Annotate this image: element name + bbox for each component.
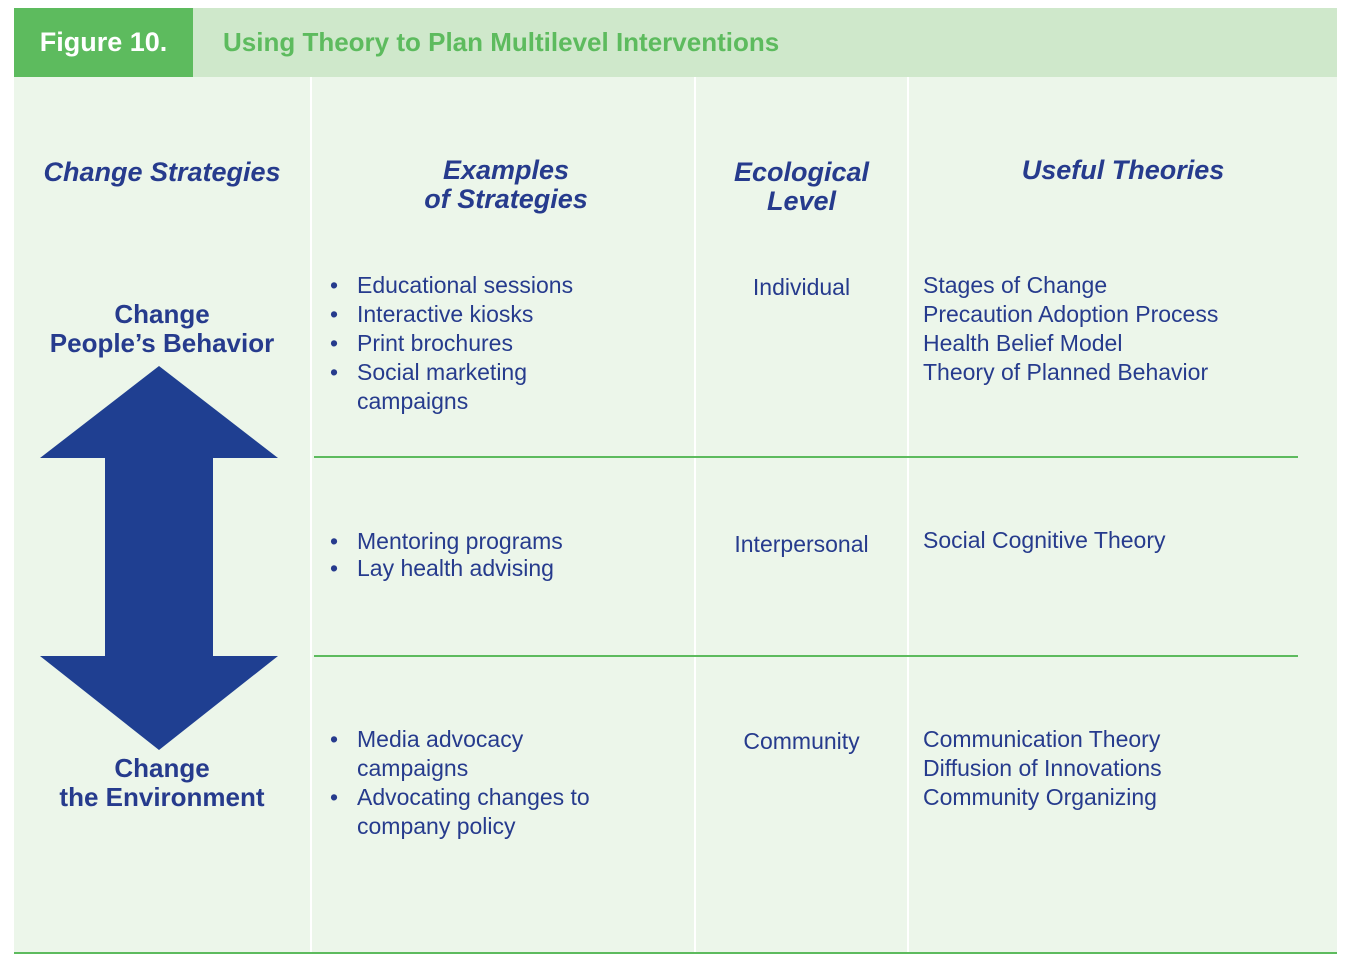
row-divider [314,456,1298,458]
list-item: Social marketing campaigns [330,358,610,416]
header-examples: Examples of Strategies [314,156,698,214]
column-divider [310,77,312,954]
bottom-rule [14,952,1337,954]
row-divider [314,655,1298,657]
title-bar: Figure 10. Using Theory to Plan Multilev… [14,8,1337,77]
header-useful-theories: Useful Theories [1021,155,1225,185]
list-item: Diffusion of Innovations [923,755,1162,781]
figure-title: Using Theory to Plan Multilevel Interven… [223,27,780,57]
list-item: Social Cognitive Theory [923,527,1166,553]
theories-list-community: Communication Theory Diffusion of Innova… [923,725,1162,812]
label-change-behavior-line2: People’s Behavior [49,328,275,358]
list-item: Advocating changes to company policy [330,783,660,841]
theories-list-interpersonal: Social Cognitive Theory [923,526,1165,555]
figure-number: Figure 10. [14,8,193,77]
list-item: Communication Theory [923,726,1161,752]
header-examples-line2: of Strategies [424,184,588,214]
list-item: Print brochures [330,329,610,358]
header-ecological-line2: Level [766,186,837,216]
header-ecological-line1: Ecological [733,157,870,187]
list-item: Community Organizing [923,784,1157,810]
strategies-list-individual: Educational sessions Interactive kiosks … [330,271,610,416]
strategies-list-community: Media advocacy campaigns Advocating chan… [330,725,660,841]
list-item: Stages of Change [923,272,1108,298]
list-item: Lay health advising [330,555,563,582]
level-interpersonal: Interpersonal [734,531,869,557]
list-item: Educational sessions [330,271,610,300]
list-item: Theory of Planned Behavior [923,359,1209,385]
level-individual: Individual [752,274,851,300]
list-item: Mentoring programs [330,528,563,555]
header-ecological-level: Ecological Level [696,158,907,216]
list-item: Health Belief Model [923,330,1123,356]
header-examples-line1: Examples [442,155,570,185]
column-divider [694,77,696,954]
strategies-list-interpersonal: Mentoring programs Lay health advising [330,528,563,582]
column-divider [907,77,909,954]
list-item: Precaution Adoption Process [923,301,1219,327]
header-change-strategies: Change Strategies [43,157,281,187]
level-community: Community [743,728,860,754]
list-item: Interactive kiosks [330,300,610,329]
figure-panel: Figure 10. Using Theory to Plan Multilev… [14,8,1337,954]
label-change-behavior-line1: Change [114,299,210,329]
list-item: Media advocacy campaigns [330,725,550,783]
label-change-environment-line1: Change [114,753,210,783]
theories-list-individual: Stages of Change Precaution Adoption Pro… [923,271,1218,387]
label-change-environment: Change the Environment [14,754,310,812]
label-change-behavior: Change People’s Behavior [14,300,310,358]
label-change-environment-line2: the Environment [59,782,265,812]
double-arrow-icon [40,366,278,750]
